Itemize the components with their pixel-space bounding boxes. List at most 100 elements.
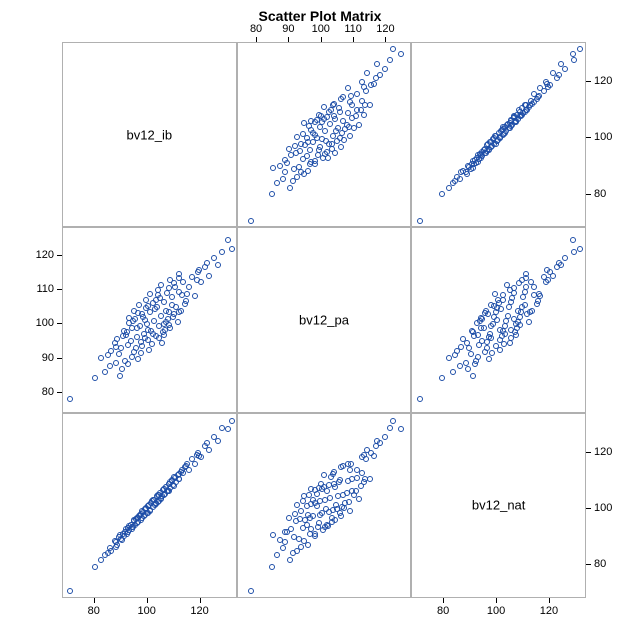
cell-1-0	[62, 227, 237, 412]
data-point	[136, 302, 142, 308]
data-point	[347, 467, 353, 473]
data-point	[522, 109, 528, 115]
data-point	[316, 147, 322, 153]
data-point	[297, 516, 303, 522]
data-point	[301, 538, 307, 544]
cell-1-2	[411, 227, 586, 412]
data-point	[545, 277, 551, 283]
axis-tick-label: 80	[594, 558, 606, 570]
data-point	[531, 99, 537, 105]
data-point	[330, 507, 336, 513]
data-point	[517, 314, 523, 320]
data-point	[332, 116, 338, 122]
data-point	[116, 351, 122, 357]
data-point	[312, 533, 318, 539]
data-point	[446, 355, 452, 361]
data-point	[165, 316, 171, 322]
data-point	[274, 180, 280, 186]
data-point	[353, 113, 359, 119]
data-point	[577, 46, 583, 52]
data-point	[347, 508, 353, 514]
data-point	[146, 347, 152, 353]
data-point	[452, 178, 458, 184]
data-point	[225, 426, 231, 432]
data-point	[215, 262, 221, 268]
data-point	[229, 418, 235, 424]
data-point	[161, 299, 167, 305]
data-point	[465, 366, 471, 372]
data-point	[358, 107, 364, 113]
data-point	[475, 354, 481, 360]
data-point	[390, 418, 396, 424]
data-point	[556, 72, 562, 78]
data-point	[105, 352, 111, 358]
data-point	[194, 277, 200, 283]
data-point	[316, 520, 322, 526]
data-point	[107, 363, 113, 369]
data-point	[67, 588, 73, 594]
axis-tick	[200, 598, 201, 603]
data-point	[162, 491, 168, 497]
axis-tick-label: 110	[36, 283, 54, 295]
data-point	[570, 51, 576, 57]
data-point	[300, 131, 306, 137]
data-point	[113, 360, 119, 366]
data-point	[297, 148, 303, 154]
data-point	[361, 112, 367, 118]
axis-tick	[549, 598, 550, 603]
data-point	[125, 361, 131, 367]
axis-tick-label: 100	[487, 605, 505, 617]
data-point	[327, 121, 333, 127]
data-point	[550, 70, 556, 76]
axis-tick	[586, 81, 591, 82]
data-point	[211, 255, 217, 261]
data-point	[452, 352, 458, 358]
data-point	[358, 483, 364, 489]
data-point	[465, 163, 471, 169]
axis-tick-label: 120	[594, 75, 612, 87]
data-point	[225, 237, 231, 243]
data-point	[356, 496, 362, 502]
data-point	[138, 350, 144, 356]
data-point	[92, 375, 98, 381]
data-point	[513, 332, 519, 338]
data-point	[341, 137, 347, 143]
data-point	[119, 537, 125, 543]
data-point	[367, 476, 373, 482]
data-point	[340, 118, 346, 124]
cell-0-0: bv12_ib	[62, 42, 237, 227]
data-point	[322, 524, 328, 530]
data-point	[321, 472, 327, 478]
data-point	[338, 144, 344, 150]
data-point	[324, 488, 330, 494]
data-point	[113, 544, 119, 550]
data-point	[288, 152, 294, 158]
data-point	[314, 503, 320, 509]
data-point	[458, 344, 464, 350]
data-point	[175, 319, 181, 325]
data-point	[158, 313, 164, 319]
data-point	[481, 325, 487, 331]
data-point	[536, 291, 542, 297]
data-point	[387, 57, 393, 63]
data-point	[508, 299, 514, 305]
axis-tick-label: 90	[282, 23, 294, 35]
data-point	[287, 557, 293, 563]
data-point	[342, 500, 348, 506]
data-point	[186, 284, 192, 290]
data-point	[152, 306, 158, 312]
axis-tick	[57, 255, 62, 256]
data-point	[180, 279, 186, 285]
data-point	[322, 151, 328, 157]
data-point	[269, 564, 275, 570]
data-point	[338, 464, 344, 470]
axis-tick	[443, 598, 444, 603]
data-point	[361, 84, 367, 90]
axis-tick-label: 100	[594, 131, 612, 143]
data-point	[439, 375, 445, 381]
data-point	[497, 135, 503, 141]
data-point	[130, 318, 136, 324]
data-point	[571, 249, 577, 255]
data-point	[92, 564, 98, 570]
axis-tick	[586, 452, 591, 453]
